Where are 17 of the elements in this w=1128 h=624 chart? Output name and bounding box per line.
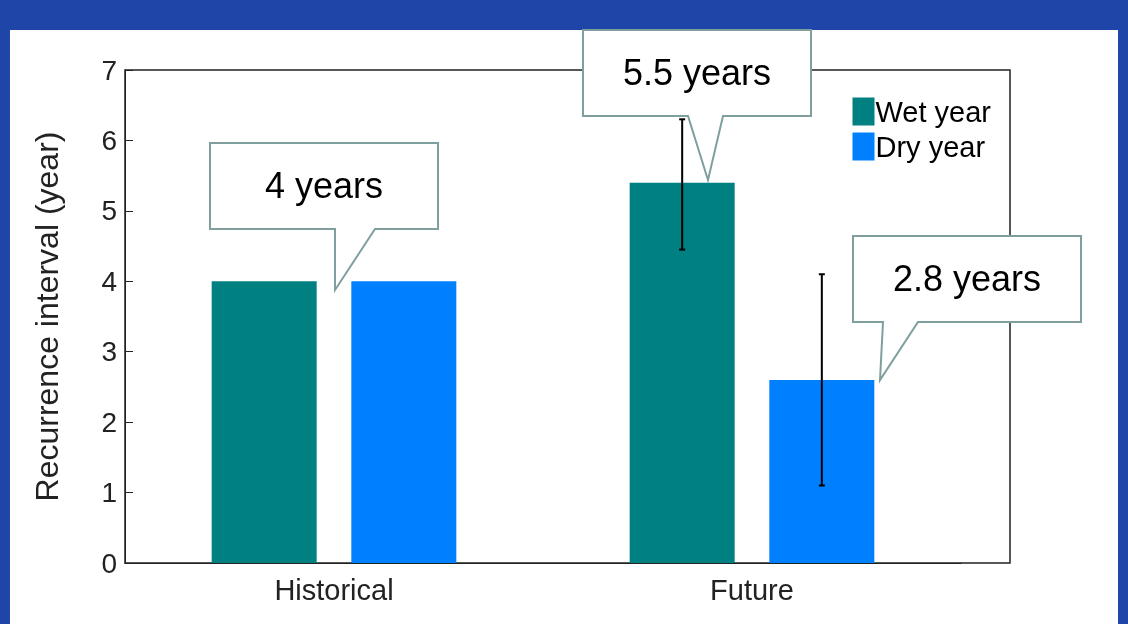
y-tick-label: 2: [101, 406, 117, 438]
annotation: 2.8 years: [891, 257, 1043, 301]
x-tick-label: Future: [710, 573, 794, 606]
y-tick-label: 0: [101, 547, 117, 579]
y-tick-label: 6: [101, 124, 117, 156]
y-tick-label: 4: [101, 265, 117, 297]
legend-label: Dry year: [875, 130, 986, 163]
y-tick-label: 7: [101, 54, 117, 86]
y-tick-label: 3: [101, 336, 117, 368]
y-tick-label: 1: [101, 477, 117, 509]
legend-label: Wet year: [875, 95, 992, 128]
y-tick-label: 5: [101, 195, 117, 227]
x-tick-label: Historical: [274, 573, 394, 606]
y-axis-title: Recurrence interval (year): [29, 131, 65, 502]
annotation: 5.5 years: [621, 51, 773, 95]
bar: [769, 379, 875, 563]
annotation: 4 years: [263, 164, 385, 208]
